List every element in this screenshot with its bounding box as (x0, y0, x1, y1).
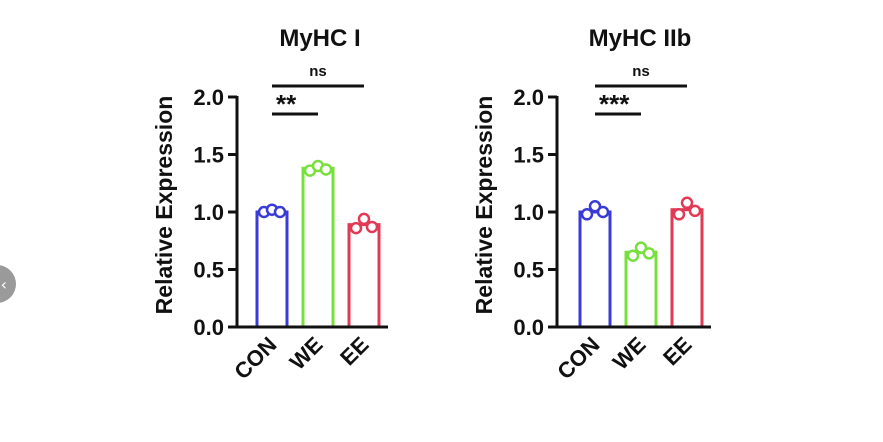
y-tick-label: 1.0 (193, 200, 224, 225)
y-axis-label: Relative Expression (471, 96, 497, 315)
y-tick-label: 1.5 (193, 143, 224, 168)
chart-title: MyHC IIb (589, 25, 692, 52)
x-tick-label: EE (658, 332, 696, 370)
data-point (626, 249, 640, 262)
bar-we (301, 166, 335, 329)
x-tick-label: CON (552, 332, 604, 384)
x-tick-label: WE (608, 332, 651, 375)
bar-con (255, 210, 289, 329)
data-point (357, 212, 371, 226)
previous-button[interactable]: ‹ (0, 265, 16, 303)
y-tick-label: 2.0 (193, 85, 224, 110)
data-point (672, 208, 686, 221)
chevron-left-icon: ‹ (0, 274, 7, 294)
significance-label: *** (599, 89, 630, 119)
y-tick-label: 0.5 (193, 258, 224, 283)
y-tick-label: 2.0 (513, 85, 544, 110)
significance-label: ns (309, 63, 327, 80)
y-tick-label: 0.0 (193, 315, 224, 340)
chart-title: MyHC I (279, 25, 360, 52)
bar-we (624, 250, 658, 329)
y-tick-label: 0.0 (513, 315, 544, 340)
chart-1: MyHC I Relative Expression 0.0 0.5 1.0 1.5 2.0… (151, 25, 388, 384)
data-point (634, 241, 648, 254)
x-tick-label: WE (285, 332, 328, 375)
data-point (680, 196, 694, 210)
significance-label: ns (632, 63, 650, 80)
data-point (580, 208, 594, 221)
bar-con (578, 210, 612, 329)
y-axis-label: Relative Expression (151, 96, 177, 315)
data-point (688, 204, 702, 218)
x-tick-label: EE (335, 332, 373, 370)
data-point (349, 221, 363, 235)
chart-2: MyHC IIb Relative Expression 0.0 0.5 1.0 1.5 2… (471, 25, 711, 384)
data-point (319, 163, 333, 176)
data-point (642, 247, 656, 260)
data-point (365, 220, 379, 234)
data-point (588, 200, 602, 213)
x-tick-label: CON (229, 332, 281, 384)
y-tick-label: 1.5 (513, 143, 544, 168)
y-tick-label: 0.5 (513, 258, 544, 283)
data-point (596, 205, 610, 219)
data-point (273, 205, 287, 219)
bar-ee (670, 208, 704, 329)
significance-label: ** (276, 89, 297, 119)
bar-ee (347, 223, 381, 329)
y-tick-label: 1.0 (513, 200, 544, 225)
